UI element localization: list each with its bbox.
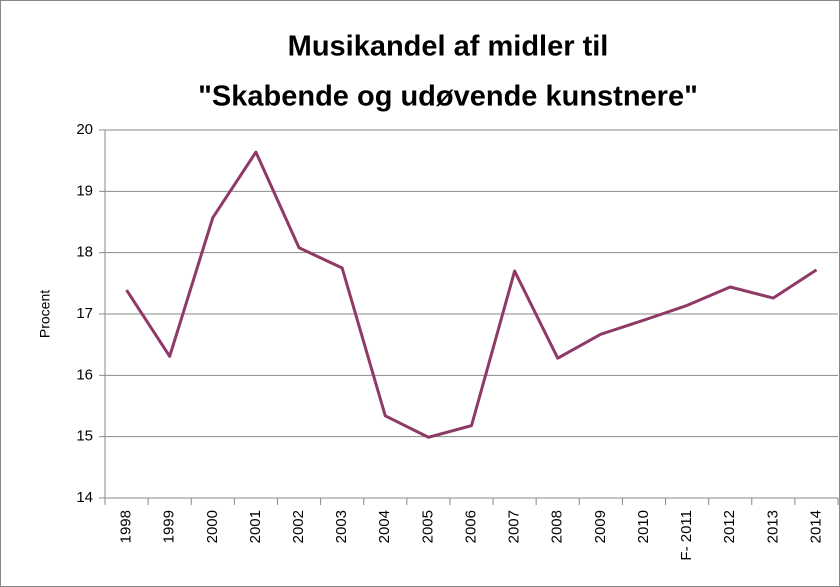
- x-tick-label: 2008: [549, 510, 566, 543]
- x-tick-label: 2010: [635, 510, 652, 543]
- x-tick-label: 1998: [118, 510, 135, 543]
- x-tick-label: 2009: [592, 510, 609, 543]
- x-tick-label: 2005: [419, 510, 436, 543]
- y-tick-label: 16: [76, 366, 93, 383]
- x-tick-label: 2006: [462, 510, 479, 543]
- x-tick-label: 2004: [376, 510, 393, 543]
- x-tick-label: 2012: [721, 510, 738, 543]
- x-tick-label: 2002: [290, 510, 307, 543]
- x-tick-label: F- 2011: [678, 510, 695, 561]
- x-tick-label: 2001: [247, 510, 264, 543]
- y-tick-label: 18: [76, 244, 93, 261]
- x-tick-label: 2000: [204, 510, 221, 543]
- x-tick-label: 2007: [506, 510, 523, 543]
- y-tick-label: 14: [76, 489, 93, 506]
- y-tick-label: 15: [76, 428, 93, 445]
- chart-title: Musikandel af midler til: [288, 31, 609, 63]
- x-tick-label: 2013: [764, 510, 781, 543]
- x-tick-label: 2014: [807, 510, 824, 543]
- y-tick-label: 20: [76, 121, 93, 138]
- line-series: [125, 150, 818, 439]
- x-tick-label: 2003: [333, 510, 350, 543]
- y-tick-label: 19: [76, 182, 93, 199]
- y-tick-label: 17: [76, 305, 93, 322]
- chart-title: "Skabende og udøvende kunstnere": [198, 81, 698, 113]
- x-tick-label: 1999: [161, 510, 178, 543]
- y-axis-label: Procent: [37, 290, 53, 338]
